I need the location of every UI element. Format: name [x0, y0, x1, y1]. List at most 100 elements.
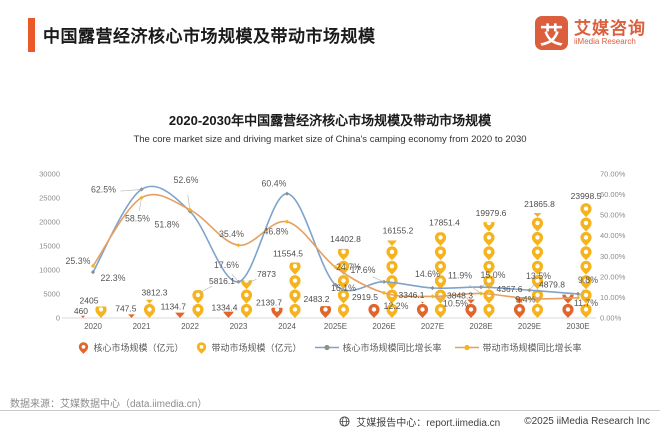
svg-text:62.5%: 62.5%: [91, 184, 116, 194]
footer-bar: 艾媒报告中心：report.iimedia.cn ©2025 iiMedia R…: [339, 414, 650, 429]
svg-text:23998.5: 23998.5: [571, 191, 602, 201]
svg-text:35.4%: 35.4%: [219, 229, 244, 239]
svg-text:19979.6: 19979.6: [476, 208, 507, 218]
svg-text:60.00%: 60.00%: [600, 190, 626, 199]
driving-growth-line-icon: [454, 344, 479, 351]
header: 中国露营经济核心市场规模及带动市场规模 艾 艾媒咨询 iiMedia Resea…: [28, 16, 646, 60]
svg-text:13.5%: 13.5%: [526, 271, 551, 281]
svg-text:30.00%: 30.00%: [600, 252, 626, 261]
svg-text:24.7%: 24.7%: [336, 262, 361, 272]
svg-text:58.5%: 58.5%: [125, 214, 150, 224]
driving-market-pin-icon: [197, 341, 207, 354]
svg-text:11.9%: 11.9%: [448, 271, 472, 281]
svg-text:21865.8: 21865.8: [524, 199, 555, 209]
svg-text:2025E: 2025E: [324, 322, 347, 331]
legend-label-core-growth: 核心市场规模同比增长率: [342, 343, 442, 353]
chart-subtitle: The core market size and driving market …: [133, 134, 527, 145]
svg-text:9.8%: 9.8%: [578, 275, 598, 285]
svg-text:2021: 2021: [133, 322, 151, 331]
svg-text:17.6%: 17.6%: [351, 265, 376, 275]
svg-text:2139.7: 2139.7: [256, 298, 282, 308]
svg-text:17.6%: 17.6%: [214, 260, 239, 270]
legend-item-core-market: 核心市场规模（亿元）: [78, 341, 183, 354]
svg-text:40.00%: 40.00%: [600, 231, 626, 240]
svg-text:52.6%: 52.6%: [174, 175, 199, 185]
report-center-link: 艾媒报告中心：report.iimedia.cn: [356, 418, 501, 429]
svg-text:2024: 2024: [278, 322, 296, 331]
svg-text:5816.1: 5816.1: [209, 276, 235, 286]
chart-heading: 2020-2030年中国露营经济核心市场规模及带动市场规模 The core m…: [0, 110, 660, 145]
svg-text:460: 460: [74, 306, 88, 316]
right-axis-ticks: 0.00% 10.00% 20.00% 30.00% 40.00% 50.00% 60.00…: [600, 170, 626, 323]
legend-label-driving-market: 带动市场规模（亿元）: [211, 343, 302, 353]
svg-text:2028E: 2028E: [469, 322, 492, 331]
core-market-pin-icon: [79, 341, 89, 354]
svg-text:3346.1: 3346.1: [399, 290, 425, 300]
x-axis-labels: 2020 2021 2022 2023 2024 2025E 2026E 2027E 2028E…: [84, 322, 589, 331]
svg-text:3848.3: 3848.3: [447, 291, 473, 301]
svg-text:51.8%: 51.8%: [155, 219, 180, 229]
svg-text:14402.8: 14402.8: [330, 234, 361, 244]
svg-text:2030E: 2030E: [566, 322, 589, 331]
title-accent-bar: [28, 18, 35, 52]
footer-divider: [0, 410, 660, 411]
legend-item-driving-growth: 带动市场规模同比增长率: [454, 341, 582, 354]
data-source-note: 数据来源：艾媒数据中心（data.iimedia.cn）: [10, 399, 208, 410]
svg-text:0: 0: [56, 314, 60, 323]
globe-icon: [339, 416, 350, 427]
svg-text:10.00%: 10.00%: [600, 293, 626, 302]
svg-text:12.2%: 12.2%: [384, 301, 409, 311]
svg-text:25.3%: 25.3%: [66, 256, 91, 266]
svg-text:60.4%: 60.4%: [262, 179, 287, 189]
svg-text:50.00%: 50.00%: [600, 211, 626, 220]
svg-text:30000: 30000: [39, 170, 60, 179]
svg-text:5000: 5000: [43, 290, 60, 299]
logo-text: 艾媒咨询 iiMedia Research: [574, 20, 646, 46]
chart-canvas: 0 5000 10000 15000 20000 25000 30000 0.00% 10.00…: [39, 170, 626, 332]
svg-text:1134.7: 1134.7: [161, 302, 187, 312]
svg-text:10.5%: 10.5%: [443, 298, 468, 308]
svg-text:2483.2: 2483.2: [304, 294, 330, 304]
svg-text:4879.8: 4879.8: [539, 280, 565, 290]
legend-label-driving-growth: 带动市场规模同比增长率: [482, 343, 582, 353]
legend-label-core-market: 核心市场规模（亿元）: [93, 343, 184, 353]
svg-text:2026E: 2026E: [372, 322, 395, 331]
chart-legend: 核心市场规模（亿元） 带动市场规模（亿元） 核心市场规模同比增长率 带动市场规模…: [0, 341, 660, 354]
left-axis-ticks: 0 5000 10000 15000 20000 25000 30000: [39, 170, 60, 323]
svg-text:2919.5: 2919.5: [352, 292, 378, 302]
svg-text:20000: 20000: [39, 218, 60, 227]
svg-text:17851.4: 17851.4: [429, 217, 460, 227]
logo-name: 艾媒咨询: [574, 18, 646, 38]
svg-text:0.00%: 0.00%: [600, 314, 622, 323]
svg-text:2023: 2023: [230, 322, 248, 331]
data-labels: 460 747.5 1134.7 1334.4 2139.7 2483.2 2919.5 33…: [66, 175, 602, 316]
svg-text:11.7%: 11.7%: [574, 298, 598, 308]
iimedia-logo: 艾 艾媒咨询 iiMedia Research: [535, 16, 646, 50]
svg-text:2020: 2020: [84, 322, 102, 331]
svg-text:16155.2: 16155.2: [383, 226, 414, 236]
chart-title: 2020-2030年中国露营经济核心市场规模及带动市场规模: [168, 113, 492, 128]
svg-text:11554.5: 11554.5: [273, 249, 303, 259]
svg-text:14.6%: 14.6%: [415, 269, 440, 279]
svg-text:9.4%: 9.4%: [515, 295, 535, 305]
legend-item-driving-market: 带动市场规模（亿元）: [196, 341, 302, 354]
copyright: ©2025 iiMedia Research Inc: [524, 416, 650, 427]
svg-text:22.3%: 22.3%: [101, 273, 126, 283]
svg-text:20.00%: 20.00%: [600, 272, 626, 281]
svg-text:2027E: 2027E: [421, 322, 444, 331]
svg-text:1334.4: 1334.4: [212, 303, 238, 313]
core-growth-line-icon: [314, 344, 339, 351]
svg-text:70.00%: 70.00%: [600, 170, 626, 179]
page-title: 中国露营经济核心市场规模及带动市场规模: [43, 27, 376, 46]
svg-text:25000: 25000: [39, 194, 60, 203]
logo-mark-icon: 艾: [535, 16, 568, 50]
svg-text:10000: 10000: [39, 266, 60, 275]
svg-text:747.5: 747.5: [115, 303, 137, 313]
legend-item-core-growth: 核心市场规模同比增长率: [314, 341, 442, 354]
svg-text:3812.3: 3812.3: [142, 288, 168, 298]
svg-text:46.8%: 46.8%: [264, 227, 289, 237]
svg-text:4367.6: 4367.6: [497, 284, 523, 294]
svg-text:15.0%: 15.0%: [481, 270, 506, 280]
svg-text:16.1%: 16.1%: [331, 283, 356, 293]
